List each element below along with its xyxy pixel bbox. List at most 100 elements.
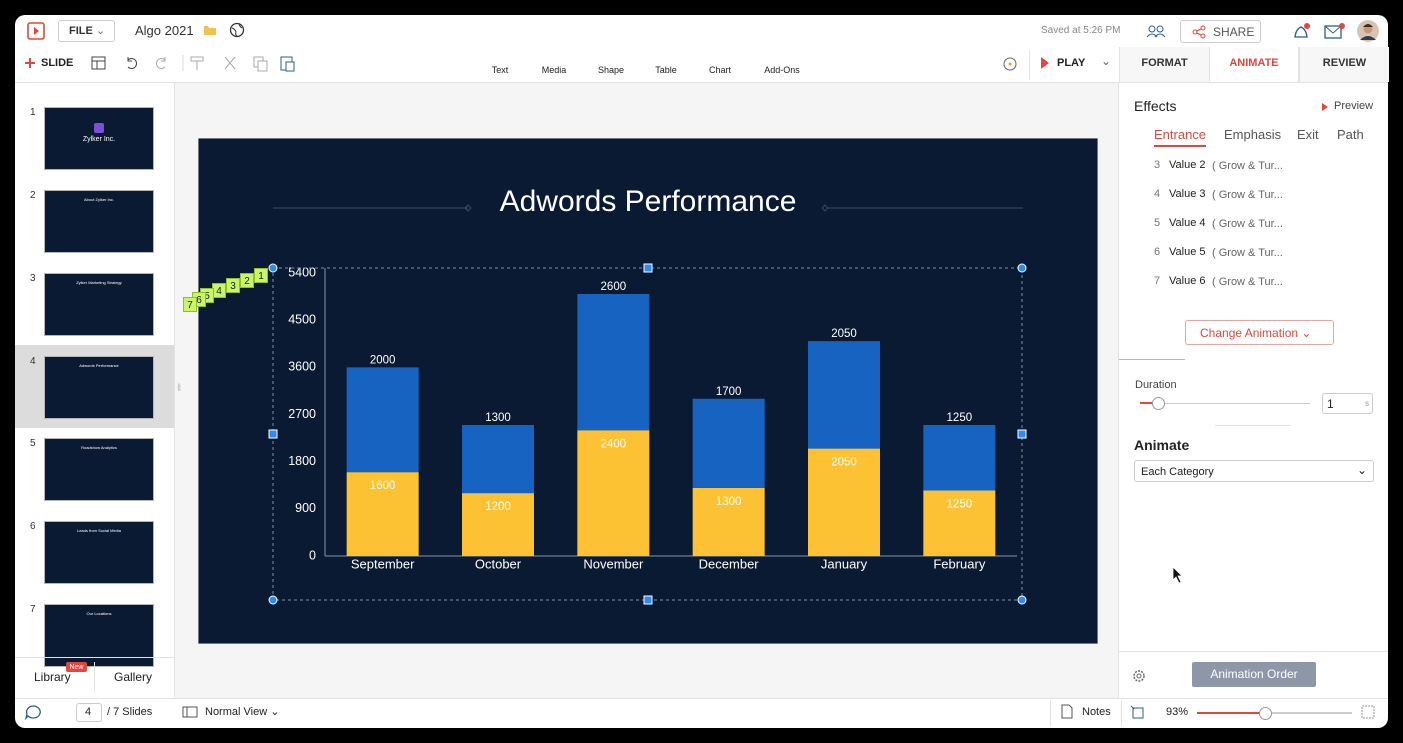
slide-number: 2 [30, 190, 36, 201]
globe-shape [229, 22, 245, 38]
play-button[interactable]: PLAY [1057, 57, 1086, 69]
new-slide-button[interactable]: SLIDE [41, 57, 74, 69]
insert-button[interactable]: Chart [695, 42, 745, 78]
slide-thumbnail[interactable]: Zylker Inc. [44, 107, 154, 170]
animation-tag[interactable]: 2 [240, 273, 254, 288]
file-menu[interactable]: FILE ⌄ [58, 20, 115, 42]
separator [1029, 50, 1030, 80]
data-label: 1600 [370, 480, 396, 492]
effect-tab[interactable]: Emphasis [1224, 127, 1282, 142]
resize-handle[interactable] [268, 595, 278, 605]
flap [1324, 25, 1342, 34]
slide-thumbnail[interactable]: About Zylker Inc. [44, 190, 154, 253]
change-animation-button[interactable]: Change Animation ⌄ [1185, 320, 1334, 345]
x-tick-label: December [699, 556, 760, 571]
panel-tab[interactable]: ANIMATE [1209, 47, 1299, 82]
resize-handle[interactable] [268, 429, 278, 439]
mail-icon[interactable] [1324, 22, 1346, 40]
effect-item[interactable]: 3 Value 2 ( Grow & Tur... [1140, 159, 1380, 177]
fullscreen-icon[interactable] [1361, 705, 1375, 719]
slide-thumbnail[interactable]: Adwords Performance [44, 356, 154, 419]
library-tab[interactable]: Library [34, 670, 71, 684]
view-selector[interactable]: Normal View ⌄ [205, 706, 280, 718]
document-title[interactable]: Algo 2021 [135, 23, 194, 38]
animation-tag[interactable]: 3 [226, 278, 240, 293]
bar-segment [923, 424, 996, 491]
paste-sheet [285, 61, 295, 72]
resize-handle[interactable] [1017, 595, 1027, 605]
y-tick-label: 2700 [288, 407, 316, 421]
zoom-knob[interactable] [1259, 707, 1272, 720]
insert-button[interactable]: Shape [586, 42, 636, 78]
format-painter-icon[interactable] [190, 56, 204, 70]
slide-thumbnail[interactable]: Leads from Social Media [44, 521, 154, 584]
animation-tag[interactable]: 7 [183, 297, 197, 312]
animation-tag[interactable]: 4 [212, 283, 226, 298]
notifications-icon[interactable] [1291, 21, 1311, 41]
effect-target: Value 6 [1169, 275, 1206, 287]
bar-segment [577, 430, 650, 556]
slide-number: 6 [30, 521, 36, 532]
share-button[interactable]: SHARE [1180, 20, 1261, 43]
copy-back [257, 60, 268, 72]
resize-handle[interactable] [1017, 429, 1027, 439]
insert-button[interactable]: Table [641, 42, 691, 78]
folder-icon[interactable] [203, 24, 217, 36]
slide-thumbnail[interactable]: Roadshow Analytics [44, 438, 154, 501]
insert-button[interactable]: Text [475, 42, 525, 78]
folder-shape [204, 26, 216, 35]
effect-item[interactable]: 5 Value 4 ( Grow & Tur... [1140, 217, 1380, 235]
panel-tab[interactable]: FORMAT [1119, 47, 1209, 82]
y-tick-label: 0 [309, 548, 316, 562]
bar-segment [346, 472, 419, 556]
effect-name: ( Grow & Tur... [1212, 160, 1283, 172]
app-logo[interactable] [26, 21, 46, 41]
insert-button[interactable]: Media [529, 42, 579, 78]
effect-item[interactable]: 6 Value 5 ( Grow & Tur... [1140, 246, 1380, 264]
animation-order-button[interactable]: Animation Order [1192, 662, 1316, 687]
rule-diamond [821, 204, 829, 212]
resize-handle[interactable] [1017, 263, 1027, 273]
collaborators-icon[interactable] [1145, 24, 1167, 39]
effect-tab[interactable]: Entrance [1154, 127, 1207, 147]
user-avatar[interactable] [1357, 20, 1379, 42]
globe-icon[interactable] [229, 22, 245, 38]
effect-tab[interactable]: Path [1337, 127, 1364, 142]
play-icon [1041, 57, 1049, 69]
notes-button[interactable]: Notes [1082, 706, 1111, 718]
slide[interactable]: Adwords Performance 0 900 1800 2700 3600 4500… [198, 138, 1098, 644]
dot [1339, 23, 1345, 29]
redo-icon[interactable] [156, 57, 166, 69]
slide-thumbnail[interactable]: Zylker Marketing Strategy [44, 273, 154, 336]
gallery-tab[interactable]: Gallery [114, 670, 153, 684]
resize-handle[interactable] [268, 263, 278, 273]
effect-tab[interactable]: Exit [1297, 127, 1319, 142]
splitter-handle[interactable]: ‖ [177, 383, 182, 394]
insert-button[interactable]: Add-Ons [757, 42, 807, 78]
resize-handle[interactable] [643, 595, 653, 605]
undo-icon[interactable] [127, 57, 137, 69]
cut-icon[interactable] [224, 56, 236, 70]
slide-input[interactable] [76, 703, 102, 722]
animate-select[interactable]: Each Category ⌄ [1134, 460, 1374, 482]
layout-icon[interactable] [91, 56, 106, 70]
bar-segment [346, 367, 419, 473]
plus [25, 58, 35, 68]
duration-input[interactable] [1322, 393, 1373, 414]
slide-thumbnail[interactable]: Our Locations [44, 604, 154, 667]
effect-item[interactable]: 4 Value 3 ( Grow & Tur... [1140, 188, 1380, 206]
play-options[interactable]: ⌄ [1101, 54, 1112, 68]
effect-item[interactable]: 7 Value 6 ( Grow & Tur... [1140, 275, 1380, 293]
timer-icon[interactable] [1001, 55, 1019, 73]
slider-knob[interactable] [1152, 397, 1165, 410]
chat-icon[interactable] [24, 704, 42, 720]
preview-button[interactable]: Preview [1334, 100, 1374, 112]
button-label: Change Animation [1200, 326, 1299, 340]
bar-segment [923, 490, 996, 556]
y-tick-label: 900 [295, 501, 316, 515]
panel-tab[interactable]: REVIEW [1299, 47, 1389, 82]
resize-handle[interactable] [643, 263, 653, 273]
animation-tag[interactable]: 1 [254, 268, 268, 283]
fit-icon[interactable] [1130, 705, 1145, 720]
settings-icon[interactable] [1131, 668, 1147, 684]
